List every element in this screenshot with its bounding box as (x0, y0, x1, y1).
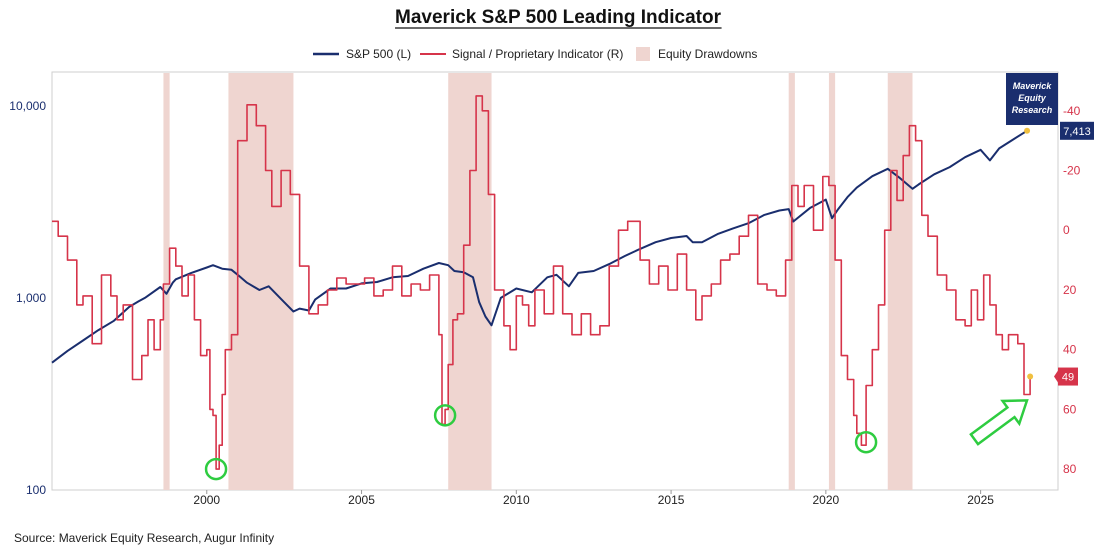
legend-label-drawdowns: Equity Drawdowns (658, 47, 757, 61)
x-tick-label: 2000 (193, 493, 220, 507)
legend: S&P 500 (L) Signal / Proprietary Indicat… (313, 47, 757, 61)
x-tick-label: 2025 (967, 493, 994, 507)
signal-end-marker (1027, 373, 1034, 380)
legend-label-sp500: S&P 500 (L) (346, 47, 411, 61)
drawdown-bands (163, 73, 913, 490)
drawdown-band (448, 73, 492, 490)
sp500-badge (1060, 121, 1094, 140)
left-tick-label: 100 (26, 483, 46, 497)
sp500-end-marker (1024, 127, 1031, 134)
drawdown-band (887, 73, 913, 490)
left-tick-label: 10,000 (9, 99, 46, 113)
signal-badge-value: 49 (1062, 372, 1074, 384)
brand-line-3: Research (1012, 105, 1053, 115)
legend-swatch-drawdowns (636, 47, 650, 61)
right-tick-label: 20 (1063, 283, 1077, 297)
series-line-signal (52, 95, 1031, 470)
highlight-circle (204, 457, 228, 481)
left-axis: 100 1,000 10,000 (9, 99, 46, 497)
annotations-layer: 7,413 49 (204, 121, 1094, 481)
highlight-circle (854, 430, 878, 454)
source-note: Source: Maverick Equity Research, Augur … (14, 531, 274, 545)
x-tick-label: 2005 (348, 493, 375, 507)
x-tick-label: 2010 (503, 493, 530, 507)
drawdown-band (228, 73, 294, 490)
chart-title: Maverick S&P 500 Leading Indicator (395, 7, 722, 28)
highlight-circle (433, 404, 457, 427)
right-axis: -40 -20 0 20 40 60 80 (1063, 104, 1081, 476)
right-tick-label: 60 (1063, 402, 1077, 416)
series-line-sp500 (51, 129, 1028, 364)
drawdown-band (828, 73, 836, 490)
plot-frame (51, 71, 1059, 491)
x-tick-label: 2020 (812, 493, 839, 507)
sp500-badge-value: 7,413 (1063, 126, 1091, 138)
right-tick-label: -40 (1063, 104, 1081, 118)
legend-label-signal: Signal / Proprietary Indicator (R) (452, 47, 623, 61)
brand-line-1: Maverick (1013, 81, 1053, 91)
drawdown-band (163, 73, 170, 490)
brand-logo: Maverick Equity Research (1006, 73, 1058, 125)
right-tick-label: 40 (1063, 343, 1077, 357)
left-tick-label: 1,000 (16, 291, 46, 305)
signal-badge (1058, 367, 1078, 386)
right-tick-label: 80 (1063, 462, 1077, 476)
right-tick-label: 0 (1063, 223, 1070, 237)
brand-line-2: Equity (1018, 93, 1046, 103)
brand-box (1006, 73, 1058, 125)
series-layer (51, 95, 1031, 470)
x-axis: 2000 2005 2010 2015 2020 2025 (193, 490, 994, 507)
x-tick-label: 2015 (658, 493, 685, 507)
right-tick-label: -20 (1063, 164, 1081, 178)
green-arrow (969, 399, 1029, 446)
drawdown-band (788, 73, 795, 490)
